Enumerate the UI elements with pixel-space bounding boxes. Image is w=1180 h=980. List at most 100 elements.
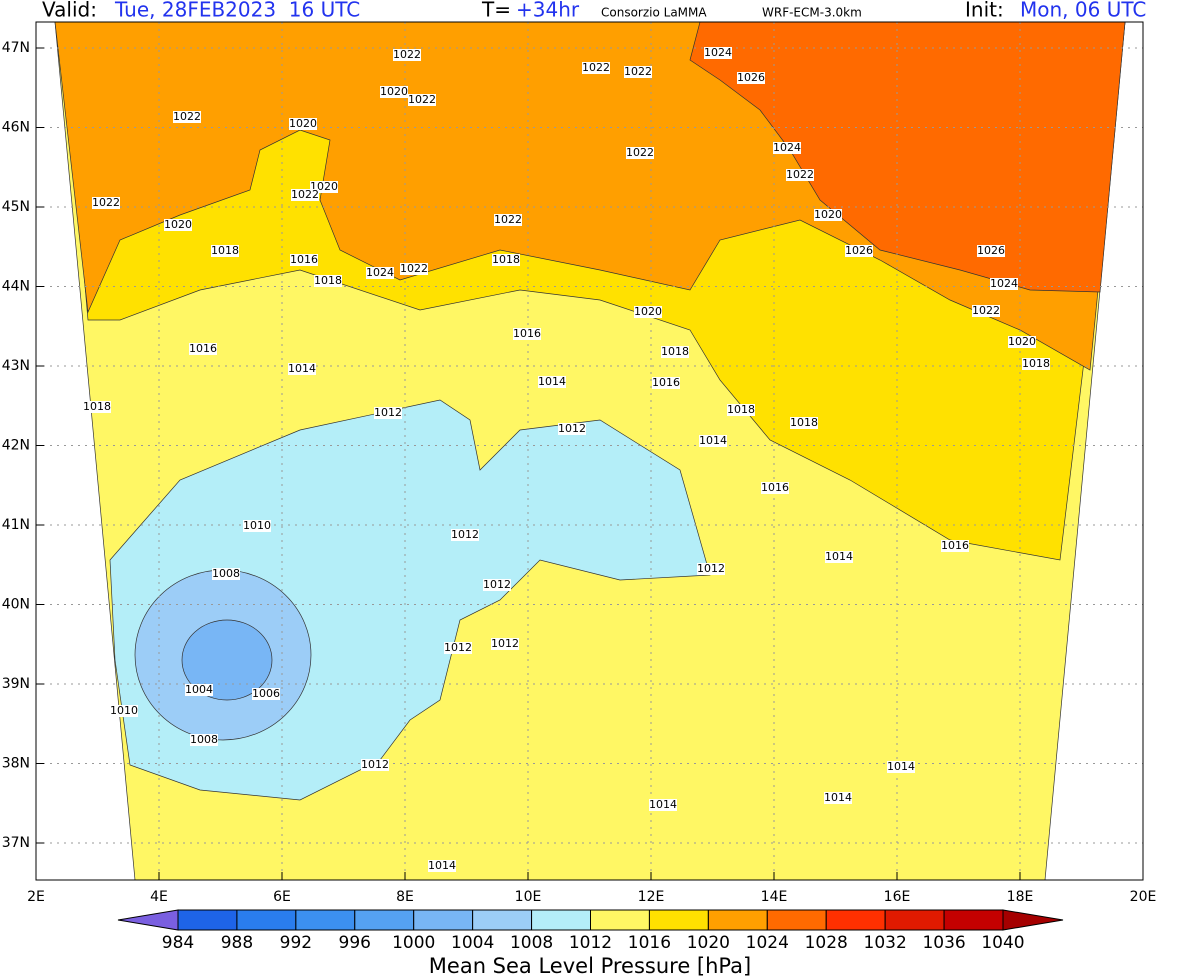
label-box <box>110 705 138 717</box>
contour-label: 1024 <box>990 277 1018 290</box>
label-box <box>483 579 511 591</box>
label-box <box>189 343 217 355</box>
contour-label: 1014 <box>887 760 915 773</box>
level-label: 1040 <box>981 933 1024 953</box>
colorbar-box <box>766 909 827 931</box>
level-label: 1028 <box>805 933 848 953</box>
lon-label: 4E <box>150 889 168 905</box>
label-box <box>290 254 318 266</box>
label-box <box>977 245 1005 257</box>
contour-label: 1020 <box>634 305 662 318</box>
contour-label: 1018 <box>661 345 689 358</box>
contour-label: 1024 <box>704 46 732 59</box>
contour-label: 1004 <box>185 683 213 696</box>
lat-label: 41N <box>2 517 30 533</box>
label-box <box>538 376 566 388</box>
label-box <box>649 799 677 811</box>
level-label: 1036 <box>922 933 965 953</box>
contour-label: 1012 <box>558 422 586 435</box>
label-box <box>190 734 218 746</box>
lead-label: T= <box>481 0 511 22</box>
label-box <box>699 435 727 447</box>
contour-label: 1026 <box>977 244 1005 257</box>
contour-label: 1022 <box>624 65 652 78</box>
label-box <box>582 62 610 74</box>
pressure-area <box>689 21 1126 293</box>
label-box <box>492 254 520 266</box>
lon-label: 18E <box>1007 889 1034 905</box>
colorbar-box <box>707 909 768 931</box>
contour-label: 1020 <box>289 117 317 130</box>
contour-label: 1018 <box>83 400 111 413</box>
contour-label: 1014 <box>699 434 727 447</box>
label-box <box>761 482 789 494</box>
contour-label: 1022 <box>400 262 428 275</box>
init-label: Init: <box>965 0 1004 22</box>
label-box <box>185 684 213 696</box>
contour-label: 1022 <box>173 110 201 123</box>
contour-label: 1022 <box>582 61 610 74</box>
contour-label: 1016 <box>652 376 680 389</box>
label-box <box>243 520 271 532</box>
label-box <box>626 147 654 159</box>
contour-label: 1022 <box>494 213 522 226</box>
label-box <box>289 118 317 130</box>
label-box <box>704 47 732 59</box>
colorbar-box <box>825 909 886 931</box>
colorbar: 984 988 992 996 1000 1004 1008 1012 1016 1020 1024… <box>117 909 1064 953</box>
lon-label: 6E <box>273 889 291 905</box>
label-box <box>737 72 765 84</box>
pressure-fields <box>54 21 1126 881</box>
label-box <box>494 214 522 226</box>
level-label: 1012 <box>569 933 612 953</box>
contour-label: 1026 <box>845 244 873 257</box>
label-box <box>374 407 402 419</box>
level-label: 1000 <box>392 933 435 953</box>
label-box <box>212 568 240 580</box>
colorbar-box <box>531 909 591 931</box>
label-box <box>972 305 1000 317</box>
contour-label: 1012 <box>374 406 402 419</box>
label-box <box>408 94 436 106</box>
colorbar-box <box>236 909 297 931</box>
colorbar-box <box>354 909 415 931</box>
level-label: 992 <box>280 933 312 953</box>
contour-label: 1018 <box>727 403 755 416</box>
contour-label: 1016 <box>189 342 217 355</box>
lat-label: 45N <box>2 199 30 215</box>
contour-label: 1016 <box>513 327 541 340</box>
label-box <box>697 563 725 575</box>
label-box <box>845 245 873 257</box>
label-box <box>558 423 586 435</box>
colorbar-box <box>177 909 238 931</box>
label-box <box>291 189 319 201</box>
lat-label: 46N <box>2 120 30 136</box>
label-box <box>92 197 120 209</box>
label-box <box>941 540 969 552</box>
contour-label: 1014 <box>538 375 566 388</box>
contour-label: 1022 <box>972 304 1000 317</box>
label-box <box>624 66 652 78</box>
lon-label: 2E <box>27 889 45 905</box>
contour-label: 1010 <box>110 704 138 717</box>
lat-label: 37N <box>2 835 30 851</box>
contour-label: 1016 <box>941 539 969 552</box>
label-box <box>727 404 755 416</box>
contour-label: 1024 <box>366 266 394 279</box>
map-frame <box>35 21 1144 881</box>
level-label: 1008 <box>510 933 553 953</box>
model: WRF-ECM-3.0km <box>762 6 862 20</box>
level-label: 996 <box>339 933 371 953</box>
label-box <box>314 275 342 287</box>
level-label: 1016 <box>628 933 671 953</box>
contour-label: 1012 <box>697 562 725 575</box>
lat-label: 40N <box>2 597 30 613</box>
level-label: 1020 <box>687 933 730 953</box>
label-box <box>814 209 842 221</box>
label-box <box>990 278 1018 290</box>
colorbar-box <box>472 909 533 931</box>
contour-label: 1014 <box>824 791 852 804</box>
contour-label: 1020 <box>814 208 842 221</box>
contour-label: 1018 <box>1022 357 1050 370</box>
